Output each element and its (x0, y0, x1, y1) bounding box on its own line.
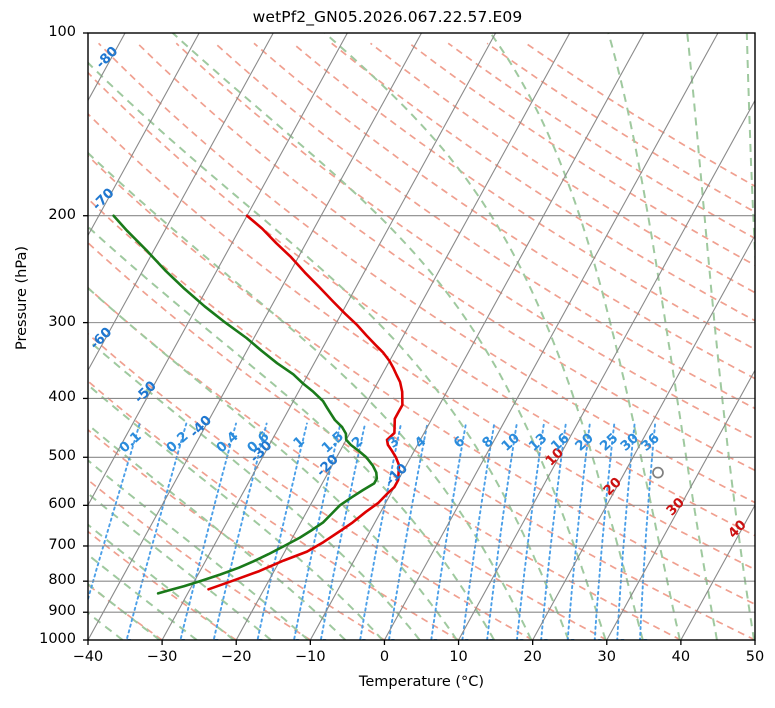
dry-adiabat-120 (214, 42, 755, 410)
dry-adiabat-60 (88, 154, 755, 606)
mixing-ratio-4 (388, 422, 429, 640)
ytick-label-1000: 1000 (39, 631, 76, 647)
moist-adiabat-30 (172, 33, 607, 640)
xtick-label--30: −30 (146, 649, 178, 665)
xtick-label-30: 30 (597, 649, 616, 665)
isotherm--60 (88, 33, 274, 372)
dry-adiabat-70 (88, 112, 755, 571)
dry-adiabat-40 (88, 241, 682, 640)
dry-adiabat-160 (369, 42, 755, 294)
sounding-series (112, 214, 404, 595)
mixing-ratio-16 (540, 422, 567, 640)
ytick-label-900: 900 (48, 603, 76, 620)
ytick-label-700: 700 (48, 536, 76, 553)
isotherm-50 (754, 638, 755, 640)
dry-adiabat--20 (88, 530, 237, 640)
dry-adiabat-lines (88, 42, 755, 640)
dry-adiabat-80 (88, 71, 755, 537)
xtick-label-20: 20 (523, 649, 542, 665)
isotherm-10 (458, 99, 755, 640)
mixing-ratio-6 (430, 422, 467, 640)
xtick-label--10: −10 (295, 649, 326, 665)
xtick-label-0: 0 (379, 649, 390, 665)
ytick-label-200: 200 (48, 206, 76, 223)
axis-ticks (83, 32, 756, 645)
xtick-label--20: −20 (220, 649, 252, 665)
mixing-ratio-20 (566, 422, 591, 640)
moist-adiabat-20 (88, 151, 533, 640)
mixing-ratio-13 (516, 422, 545, 640)
isotherm--40 (88, 33, 422, 640)
moist-adiabat-10 (88, 286, 458, 640)
ytick-label-800: 800 (48, 572, 76, 589)
mixing-ratio-0.6 (212, 422, 268, 640)
ytick-label-500: 500 (48, 448, 76, 465)
sounding-dewpoint (112, 214, 379, 595)
mixing-ratio-0.2 (125, 422, 188, 640)
mixing-ratio-36 (639, 422, 657, 640)
dry-adiabat-110 (175, 42, 755, 441)
moist-adiabat-0 (88, 383, 384, 640)
mixing-ratio-0.4 (179, 422, 237, 640)
xtick-label-10: 10 (449, 649, 468, 665)
dry-adiabat--10 (88, 478, 311, 640)
dry-adiabat-0 (88, 428, 385, 640)
mixing-ratio-2 (319, 422, 367, 640)
isotherm-40 (680, 503, 755, 640)
isotherm-lines (88, 33, 755, 640)
dry-adiabat-20 (88, 332, 534, 640)
mixing-ratio-1 (256, 422, 308, 640)
mixing-ratio-lines (88, 422, 657, 640)
page-title: wetPf2_GN05.2026.067.22.57.E09 (252, 8, 523, 26)
ytick-label-300: 300 (48, 313, 76, 330)
moist-adiabat-25 (88, 61, 570, 640)
mixing-ratio-10 (486, 422, 518, 640)
dry-adiabat-50 (88, 197, 755, 640)
moist-adiabat-40 (489, 33, 681, 640)
xtick-label-40: 40 (671, 649, 691, 665)
isotherm--20 (235, 33, 571, 640)
moist-adiabat--5 (88, 423, 347, 640)
lcl-marker (652, 466, 664, 479)
mixing-ratio-3 (359, 422, 402, 640)
ytick-label-100: 100 (48, 24, 76, 40)
ytick-label-400: 400 (48, 389, 76, 406)
x-axis-label: Temperature (°C) (358, 674, 485, 690)
moist-adiabat-45 (607, 33, 718, 640)
xtick-label--40: −40 (72, 649, 104, 665)
mixing-ratio-0.1 (88, 422, 141, 603)
isotherm-30 (606, 369, 755, 640)
isotherm--70 (88, 33, 200, 237)
ytick-label-600: 600 (48, 496, 76, 513)
isobar-lines (88, 33, 755, 640)
xtick-label-50: 50 (745, 649, 765, 665)
moist-adiabat-35 (324, 33, 644, 640)
mixing-ratio-30 (616, 422, 636, 640)
mixing-ratio-1.5 (293, 422, 342, 640)
dry-adiabat-30 (88, 286, 608, 640)
moist-adiabat-50 (686, 33, 755, 640)
mixing-ratio-8 (461, 422, 496, 640)
isotherm-20 (532, 234, 755, 640)
isotherm--10 (309, 33, 645, 640)
mixing-ratio-25 (593, 422, 616, 640)
plot-background (88, 33, 755, 640)
plot-border (87, 32, 756, 641)
moist-adiabat-5 (88, 338, 421, 640)
isotherm--30 (161, 33, 497, 640)
isotherm--50 (88, 33, 348, 507)
sounding-temperature (207, 214, 404, 591)
lcl-circle-marker (652, 466, 664, 479)
isotherm-0 (383, 33, 719, 640)
